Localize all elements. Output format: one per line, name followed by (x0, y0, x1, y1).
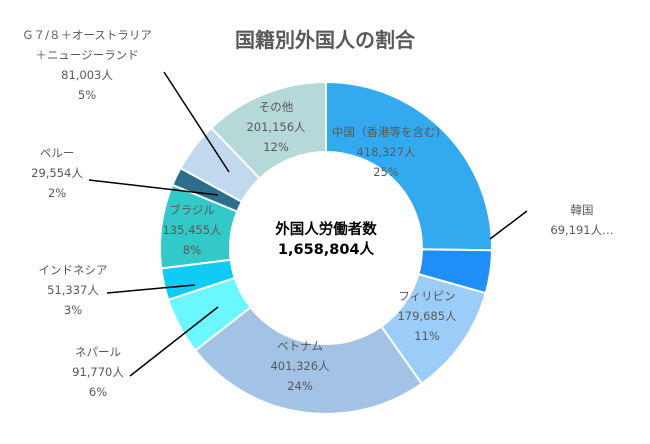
slice-3 (193, 305, 424, 415)
slice-name-label-6: ブラジル (169, 203, 215, 217)
slice-name-label-3: ベトナム (277, 339, 323, 353)
slice-value-label-0: 418,327人 (356, 145, 416, 159)
slice-value-label-3: 401,326人 (270, 359, 330, 373)
slice-name-label-1: 韓国 (571, 203, 594, 217)
slice-percent-label-8: 5% (78, 88, 96, 102)
slice-name-label-4: ネパール (75, 345, 121, 359)
leader-lines-group (88, 71, 528, 377)
slice-percent-label-3: 24% (287, 379, 313, 393)
slice-percent-label-2: 11% (414, 329, 440, 343)
leader-line-5 (106, 284, 196, 294)
slice-value-label-2: 179,685人 (397, 309, 457, 323)
slice-0 (325, 80, 493, 252)
slice-9 (209, 80, 327, 180)
slice-percent-label-0: 25% (373, 165, 399, 179)
slice-value-label-9: 201,156人 (246, 120, 306, 134)
slice-name-label-8-1: ＋ニュージーランド (35, 48, 138, 62)
slice-percent-label-7: 2% (48, 186, 66, 200)
leader-line-4 (129, 306, 219, 377)
leader-line-7 (88, 179, 219, 196)
leader-line-8 (163, 71, 230, 173)
slice-name-label-0: 中国（香港等を含む) (332, 125, 440, 139)
slice-value-label-5: 51,337人 (47, 283, 99, 297)
slice-name-label-5: インドネシア (39, 263, 108, 277)
slice-name-label-2: フィリピン (398, 289, 455, 303)
slice-percent-label-9: 12% (263, 140, 289, 154)
chart-title: 国籍別外国人の割合 (235, 28, 416, 52)
slice-percent-label-6: 8% (183, 243, 201, 257)
center-label-line2: 1,658,804人 (278, 241, 375, 258)
slice-value-label-8: 81,003人 (61, 68, 113, 82)
slice-value-label-4: 91,770人 (72, 365, 124, 379)
slice-percent-label-5: 3% (64, 303, 82, 317)
leader-line-1 (489, 210, 528, 240)
slice-value-label-6: 135,455人 (162, 223, 222, 237)
center-label-line1: 外国人労働者数 (275, 220, 377, 238)
slice-name-label-8-0: Ｇ７/８＋オーストラリア (22, 28, 152, 42)
slice-value-label-1: 69,191人… (550, 223, 613, 237)
slices-group (159, 80, 493, 415)
slice-name-label-9: その他 (259, 100, 294, 114)
slice-percent-label-4: 6% (89, 385, 107, 399)
slice-value-label-7: 29,554人 (31, 166, 83, 180)
slice-name-label-7: ペルー (40, 146, 75, 160)
slice-labels-group: 中国（香港等を含む) 418,327人 25% 韓国 69,191人… フィリピン 179,… (22, 28, 614, 399)
